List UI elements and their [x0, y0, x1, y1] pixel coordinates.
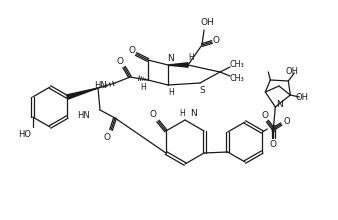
- Text: O: O: [117, 57, 123, 66]
- Text: O: O: [213, 35, 219, 44]
- Text: O: O: [262, 110, 269, 119]
- Text: S: S: [270, 125, 276, 134]
- Text: O: O: [270, 139, 277, 148]
- Text: O: O: [103, 132, 111, 141]
- Text: OH: OH: [296, 92, 309, 101]
- Text: CH₃: CH₃: [230, 59, 244, 68]
- Text: CH₃: CH₃: [230, 73, 244, 82]
- Text: O: O: [128, 46, 136, 55]
- Polygon shape: [67, 88, 98, 99]
- Text: O: O: [283, 117, 290, 125]
- Text: H: H: [168, 88, 174, 97]
- Text: N: N: [168, 53, 174, 62]
- Text: HO: HO: [18, 130, 31, 139]
- Text: S: S: [199, 86, 205, 95]
- Text: H: H: [140, 82, 146, 92]
- Text: HN: HN: [77, 110, 90, 119]
- Text: OH: OH: [286, 66, 299, 75]
- Text: H: H: [188, 53, 194, 62]
- Text: O: O: [149, 110, 156, 119]
- Text: OH: OH: [200, 18, 214, 26]
- Polygon shape: [168, 63, 188, 67]
- Text: N: N: [276, 99, 283, 108]
- Text: N: N: [190, 108, 197, 117]
- Text: H: H: [179, 108, 185, 117]
- Text: HN: HN: [94, 81, 107, 90]
